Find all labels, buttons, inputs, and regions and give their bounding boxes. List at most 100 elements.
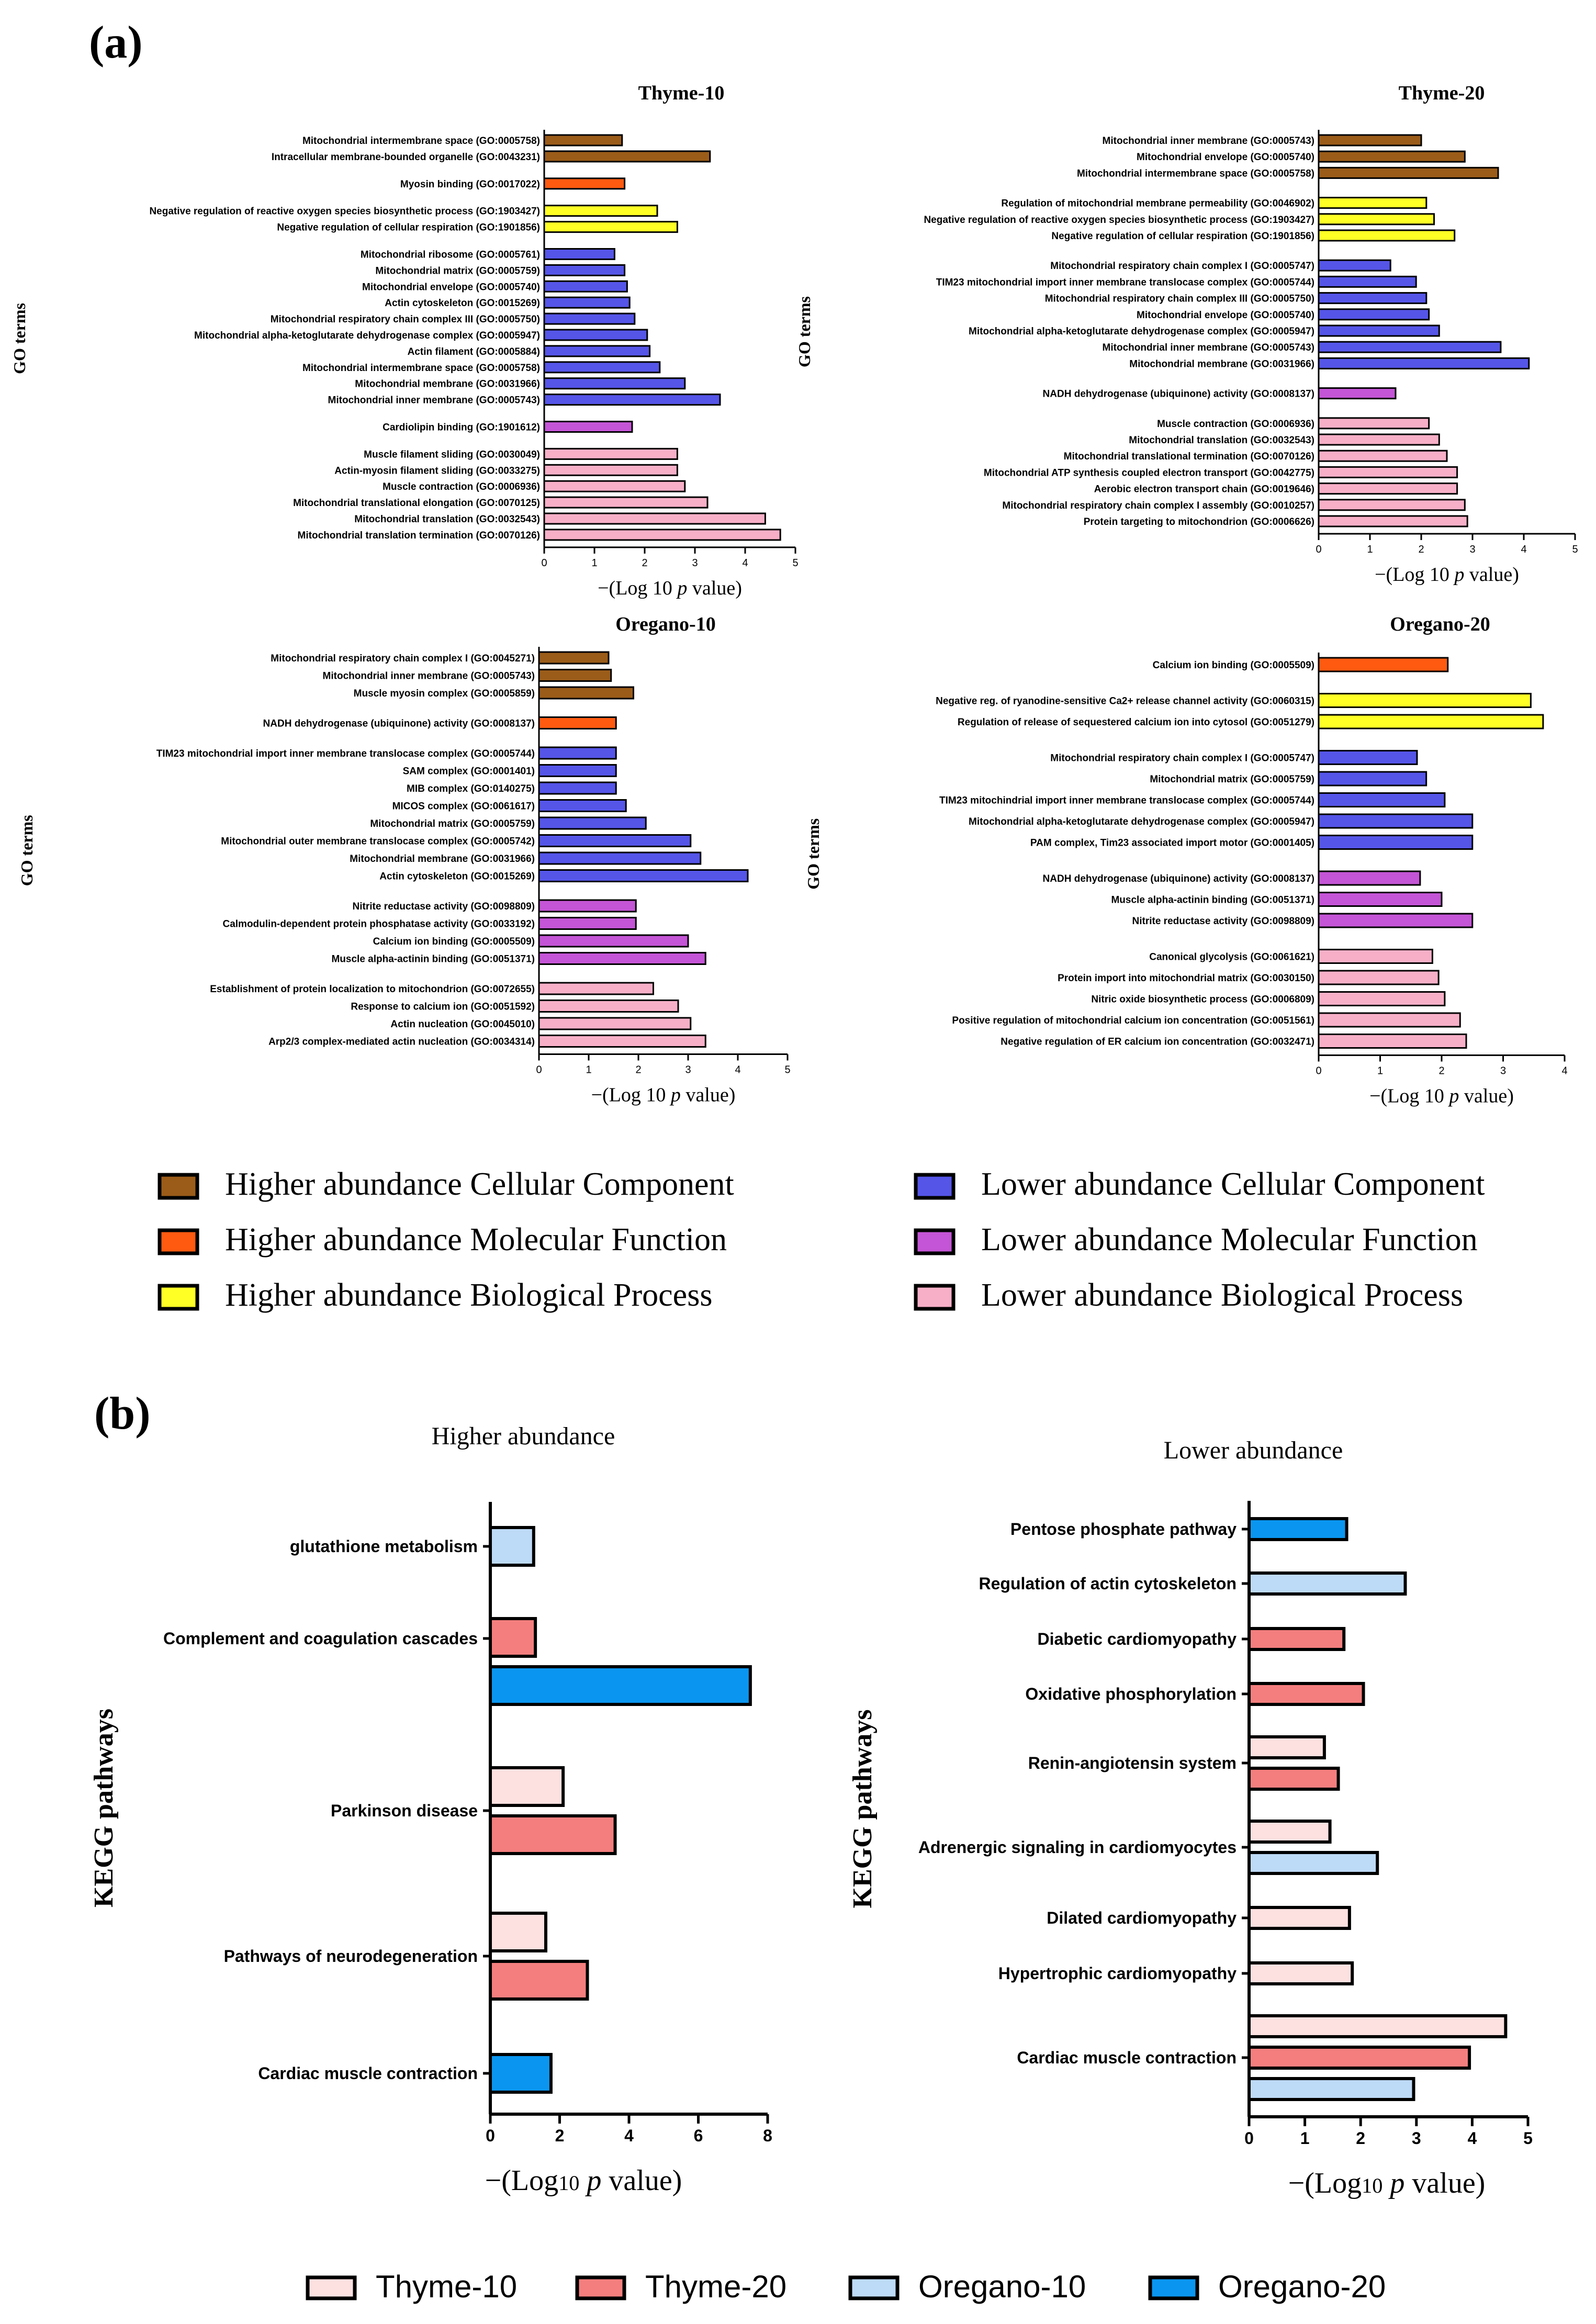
x-tick-label: 4 (1521, 544, 1526, 555)
kegg-series-legend: Thyme-10 Thyme-20 Oregano-10 Oregano-20 (306, 2269, 1386, 2304)
x-tick-label: 0 (1244, 2129, 1254, 2148)
go-term-label: Actin cytoskeleton (GO:0015269) (379, 871, 535, 882)
go-term-label: Negative regulation of cellular respirat… (277, 222, 540, 233)
kegg-pathway-label: Diabetic cardiomyopathy (1037, 1630, 1237, 1648)
go-bar (1318, 750, 1418, 765)
go-bar (538, 851, 702, 865)
go-bar (1318, 991, 1446, 1006)
legend-swatch (914, 1284, 956, 1311)
y-axis-label: GO terms (17, 815, 36, 886)
go-bar (538, 1035, 706, 1048)
go-term-label: Arp2/3 complex-mediated actin nucleation… (268, 1037, 535, 1048)
go-term-label: TIM23 mitochindrial import inner membran… (939, 795, 1314, 806)
go-term-label: Mitochondrial envelope (GO:0005740) (362, 282, 540, 293)
go-term-label: Mitochondrial ribosome (GO:0005761) (361, 250, 540, 261)
go-term-label: Protein import into mitochondrial matrix… (1058, 973, 1314, 984)
go-bar (543, 205, 658, 217)
go-bar (538, 651, 610, 665)
x-tick-label: 3 (1412, 2129, 1421, 2148)
kegg-pathway-label: Hypertrophic cardiomyopathy (998, 1964, 1237, 1983)
go-bar (538, 816, 647, 830)
kegg-pathway-label: Dilated cardiomyopathy (1047, 1908, 1237, 1927)
x-tick-label: 1 (1300, 2129, 1310, 2148)
go-bar (1318, 714, 1544, 729)
go-bar (543, 361, 661, 374)
x-tick-label: 0 (486, 2126, 495, 2145)
x-tick-label: 2 (642, 557, 647, 569)
go-bar (543, 345, 651, 357)
go-bar (538, 764, 617, 777)
legend-label: Lower abundance Cellular Component (981, 1166, 1485, 1202)
legend-label: Oregano-20 (1218, 2269, 1386, 2304)
y-axis-label: GO terms (804, 818, 823, 890)
go-term-label: Negative regulation of reactive oxygen s… (924, 215, 1314, 226)
kegg-bar (489, 1912, 547, 1952)
panel-b-label: (b) (94, 1388, 151, 1439)
go-bar (543, 312, 636, 325)
go-bar (1318, 357, 1530, 369)
kegg-bar (1247, 1571, 1407, 1596)
go-term-label: Mitochondrial translation termination (G… (298, 530, 540, 541)
go-bar (1318, 657, 1449, 672)
x-tick-label: 1 (1367, 544, 1373, 555)
go-bar (1318, 1012, 1461, 1028)
kegg-bar (1247, 1682, 1365, 1706)
x-tick-label: 4 (1561, 1065, 1567, 1077)
go-term-label: Intracellular membrane-bounded organelle… (272, 152, 540, 163)
x-tick-label: 4 (742, 557, 748, 569)
go-bar (1318, 870, 1421, 886)
go-bar (538, 952, 706, 965)
go-bar (1318, 892, 1443, 907)
go-bar (543, 377, 686, 390)
go-term-label: Negative reg. of ryanodine-sensitive Ca2… (936, 696, 1314, 707)
go-bar (543, 150, 711, 163)
chart-title: Thyme-10 (638, 82, 725, 104)
go-bar (1318, 835, 1474, 850)
go-term-label: Mitochondrial respiratory chain complex … (1045, 294, 1314, 305)
go-term-label: Calmodulin-dependent protein phosphatase… (222, 919, 535, 930)
go-term-label: Muscle alpha-actinin binding (GO:0051371… (1111, 895, 1314, 906)
go-bar (543, 447, 678, 460)
x-tick-label: 3 (685, 1064, 691, 1076)
go-bar (538, 716, 617, 729)
go-term-label: NADH dehydrogenase (ubiquinone) activity… (263, 718, 535, 729)
go-bar (543, 134, 623, 147)
go-term-label: NADH dehydrogenase (ubiquinone) activity… (1043, 873, 1314, 884)
go-bar (543, 394, 721, 406)
go-bar (1318, 970, 1440, 985)
go-term-label: Mitochondrial matrix (GO:0005759) (370, 818, 535, 829)
go-bar (538, 917, 637, 930)
go-term-label: Muscle alpha-actinin binding (GO:0051371… (331, 954, 535, 965)
go-bar (538, 869, 749, 882)
x-tick-label: 2 (555, 2126, 565, 2145)
go-bar (1318, 792, 1446, 807)
go-bar (538, 669, 612, 682)
go-bar (1318, 515, 1468, 527)
go-term-label: Mitochondrial membrane (GO:0031966) (355, 379, 540, 390)
go-term-label: Mitochondrial ATP synthesis coupled elec… (984, 467, 1314, 478)
go-term-label: Muscle contraction (GO:0006936) (1157, 419, 1314, 430)
go-bar (543, 248, 615, 260)
x-tick-label: 5 (1523, 2129, 1533, 2148)
go-term-label: Actin filament (GO:0005884) (408, 346, 540, 357)
x-axis-label: −(Log 10 p value) (591, 1084, 736, 1106)
go-bar (1318, 771, 1428, 787)
chart-title: Lower abundance (1164, 1436, 1343, 1464)
x-tick-label: 4 (1468, 2129, 1477, 2148)
go-bar (538, 899, 637, 913)
go-term-label: Mitochondrial intermembrane space (GO:00… (302, 363, 540, 374)
y-axis-label: GO terms (10, 303, 29, 374)
go-bar (543, 329, 648, 341)
kegg-chart-higher-abundance: glutathione metabolism Complement and coa… (89, 1422, 772, 2197)
kegg-bar (1247, 1627, 1346, 1651)
go-bar (1318, 913, 1474, 928)
kegg-pathway-label: Pathways of neurodegeneration (224, 1947, 478, 1966)
kegg-bar (1247, 1961, 1354, 1985)
go-chart-thyme-10: Mitochondrial intermembrane space (GO:00… (10, 82, 799, 599)
go-bar (543, 264, 626, 276)
panel-a-label: (a) (89, 17, 143, 68)
legend-label: Higher abundance Molecular Function (225, 1222, 727, 1258)
kegg-bar (489, 1814, 617, 1855)
x-tick-label: 3 (1500, 1065, 1506, 1077)
go-chart-thyme-20: Mitochondrial inner membrane (GO:0005743… (795, 82, 1578, 586)
